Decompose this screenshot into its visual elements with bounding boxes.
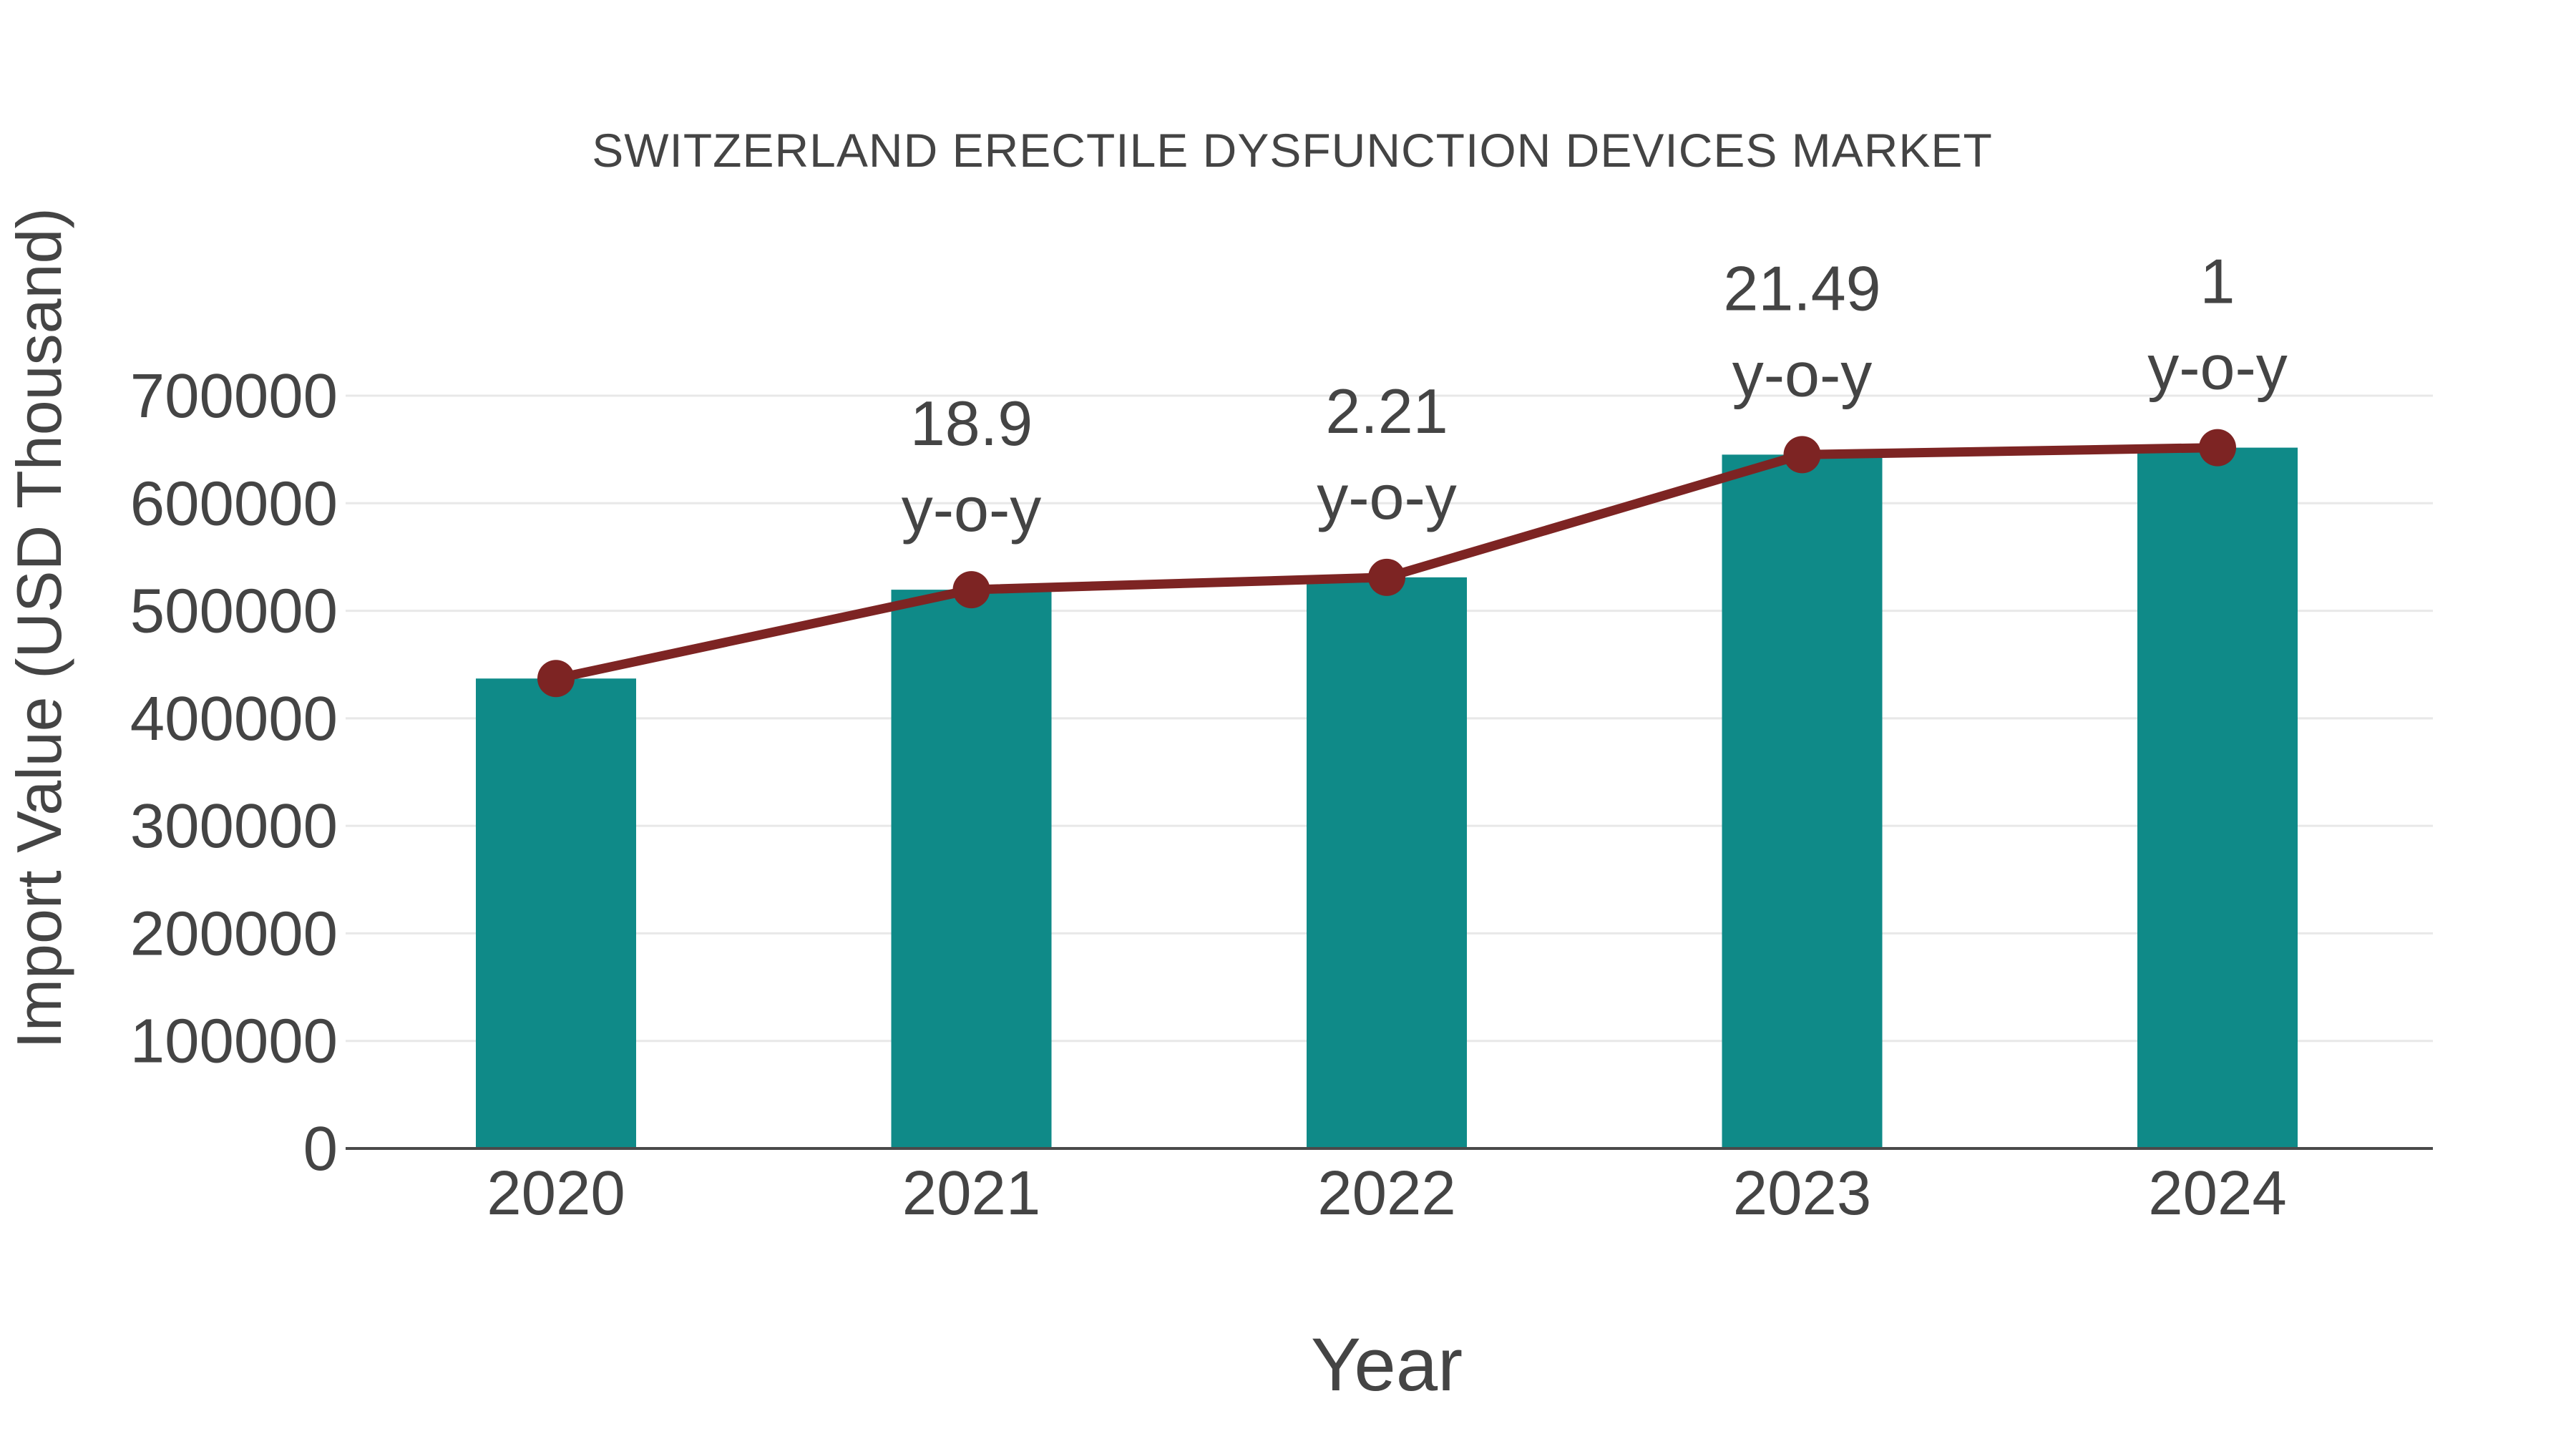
y-tick-label: 400000 (130, 684, 338, 753)
bar-2024 (2137, 447, 2298, 1148)
x-tick-label: 2020 (487, 1158, 625, 1228)
trend-marker-2024 (2199, 429, 2236, 467)
y-tick-label: 0 (303, 1114, 338, 1184)
annotation-suffix-2021: y-o-y (902, 474, 1042, 545)
y-tick-label: 100000 (130, 1007, 338, 1076)
x-axis-title: Year (1310, 1323, 1463, 1407)
x-tick-label: 2022 (1317, 1158, 1456, 1228)
y-tick-label: 300000 (130, 791, 338, 861)
y-tick-label: 700000 (130, 361, 338, 431)
x-tick-label: 2024 (2148, 1158, 2287, 1228)
annotation-value-2024: 1 (2200, 246, 2235, 317)
annotation-value-2022: 2.21 (1325, 376, 1448, 447)
x-tick-label: 2023 (1733, 1158, 1872, 1228)
chart-title: SWITZERLAND ERECTILE DYSFUNCTION DEVICES… (592, 124, 1993, 177)
annotation-suffix-2022: y-o-y (1317, 462, 1457, 532)
trend-marker-2022 (1368, 558, 1405, 596)
annotation-suffix-2023: y-o-y (1732, 338, 1873, 409)
bar-2023 (1722, 454, 1883, 1148)
trend-marker-2020 (537, 660, 575, 698)
annotation-value-2023: 21.49 (1723, 253, 1880, 323)
x-tick-label: 2021 (902, 1158, 1041, 1228)
bar-2020 (476, 678, 636, 1148)
bar-2021 (891, 590, 1052, 1148)
trend-marker-2023 (1783, 436, 1821, 474)
y-tick-label: 600000 (130, 469, 338, 538)
y-tick-label: 200000 (130, 899, 338, 968)
bar-2022 (1307, 577, 1467, 1148)
annotation-value-2021: 18.9 (910, 388, 1033, 459)
y-tick-label: 500000 (130, 577, 338, 646)
annotation-suffix-2024: y-o-y (2147, 332, 2288, 403)
trend-marker-2021 (952, 571, 990, 609)
